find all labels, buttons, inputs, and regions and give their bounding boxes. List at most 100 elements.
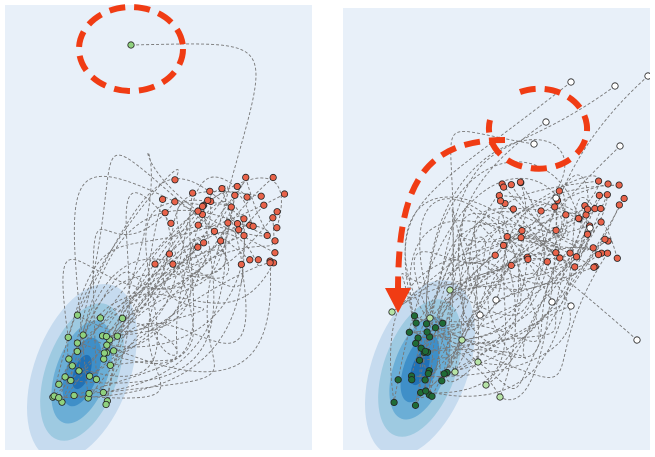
trajectory — [419, 200, 522, 361]
point — [410, 312, 419, 320]
point — [496, 393, 504, 401]
trajectory — [391, 237, 561, 313]
point — [194, 221, 202, 229]
point — [204, 196, 212, 204]
point — [165, 250, 174, 258]
trajectory — [425, 197, 596, 397]
point — [110, 347, 118, 355]
trajectory — [458, 208, 601, 363]
point — [217, 237, 225, 245]
trajectory — [446, 208, 481, 373]
point — [440, 370, 448, 378]
trajectory — [393, 177, 567, 403]
point — [408, 376, 416, 384]
point — [388, 308, 396, 316]
trajectory — [70, 206, 215, 384]
trajectory — [61, 249, 227, 403]
point — [411, 401, 420, 409]
trajectory — [409, 220, 575, 349]
point — [551, 203, 559, 211]
trajectory — [78, 214, 230, 371]
highlight-circle — [76, 4, 186, 94]
point — [567, 78, 575, 86]
trajectory — [103, 152, 199, 360]
trajectory — [440, 230, 523, 398]
trajectory — [74, 242, 204, 399]
point — [439, 319, 447, 327]
point — [552, 194, 560, 202]
point — [235, 226, 243, 234]
point — [562, 211, 570, 219]
point — [426, 314, 434, 322]
point — [556, 254, 564, 262]
point — [601, 235, 609, 243]
point — [615, 201, 623, 209]
point — [458, 336, 466, 344]
point — [537, 207, 545, 215]
point — [583, 230, 592, 238]
point — [75, 367, 83, 375]
point — [224, 219, 232, 227]
point — [96, 314, 105, 322]
trajectory — [435, 236, 540, 342]
point — [583, 205, 592, 213]
trajectory — [72, 201, 204, 377]
point — [85, 389, 93, 398]
trajectory — [411, 258, 571, 377]
trajectory — [431, 184, 569, 397]
point — [476, 311, 484, 319]
point — [590, 263, 598, 271]
point — [280, 190, 289, 198]
point — [227, 203, 235, 211]
point — [604, 180, 612, 188]
trajectory — [409, 186, 504, 349]
point — [61, 373, 69, 381]
point — [603, 249, 612, 257]
point — [482, 381, 490, 389]
point — [451, 368, 459, 376]
point — [572, 253, 581, 261]
point — [240, 231, 248, 240]
trajectory — [485, 190, 566, 386]
point — [194, 243, 202, 251]
trajectory — [415, 85, 616, 406]
point — [594, 250, 603, 259]
trajectory — [106, 191, 212, 401]
point — [422, 387, 430, 395]
trajectory — [117, 253, 205, 337]
trajectory — [425, 221, 602, 360]
point — [206, 187, 214, 195]
trajectory — [427, 203, 591, 353]
point — [595, 191, 603, 200]
point — [415, 356, 424, 364]
point — [237, 260, 245, 269]
density-contour — [410, 350, 430, 386]
point — [269, 214, 277, 222]
point — [491, 251, 499, 259]
point — [273, 224, 281, 232]
point — [92, 375, 101, 383]
point — [509, 205, 518, 213]
trajectory — [437, 205, 586, 381]
point — [102, 400, 110, 409]
point — [507, 181, 515, 189]
trajectory — [416, 222, 602, 324]
point — [423, 328, 431, 336]
point — [492, 296, 500, 304]
trajectory — [414, 233, 588, 359]
trajectories-left — [49, 41, 289, 409]
point — [518, 227, 526, 235]
point — [597, 205, 605, 213]
point — [100, 349, 108, 357]
point — [438, 377, 446, 385]
point — [257, 192, 265, 200]
highlight-circle — [485, 85, 591, 172]
point — [249, 222, 257, 230]
point — [597, 218, 605, 226]
point — [260, 201, 268, 209]
point — [500, 183, 508, 191]
arrow-shaft — [395, 137, 506, 293]
trajectory — [68, 177, 271, 360]
point — [589, 244, 597, 252]
